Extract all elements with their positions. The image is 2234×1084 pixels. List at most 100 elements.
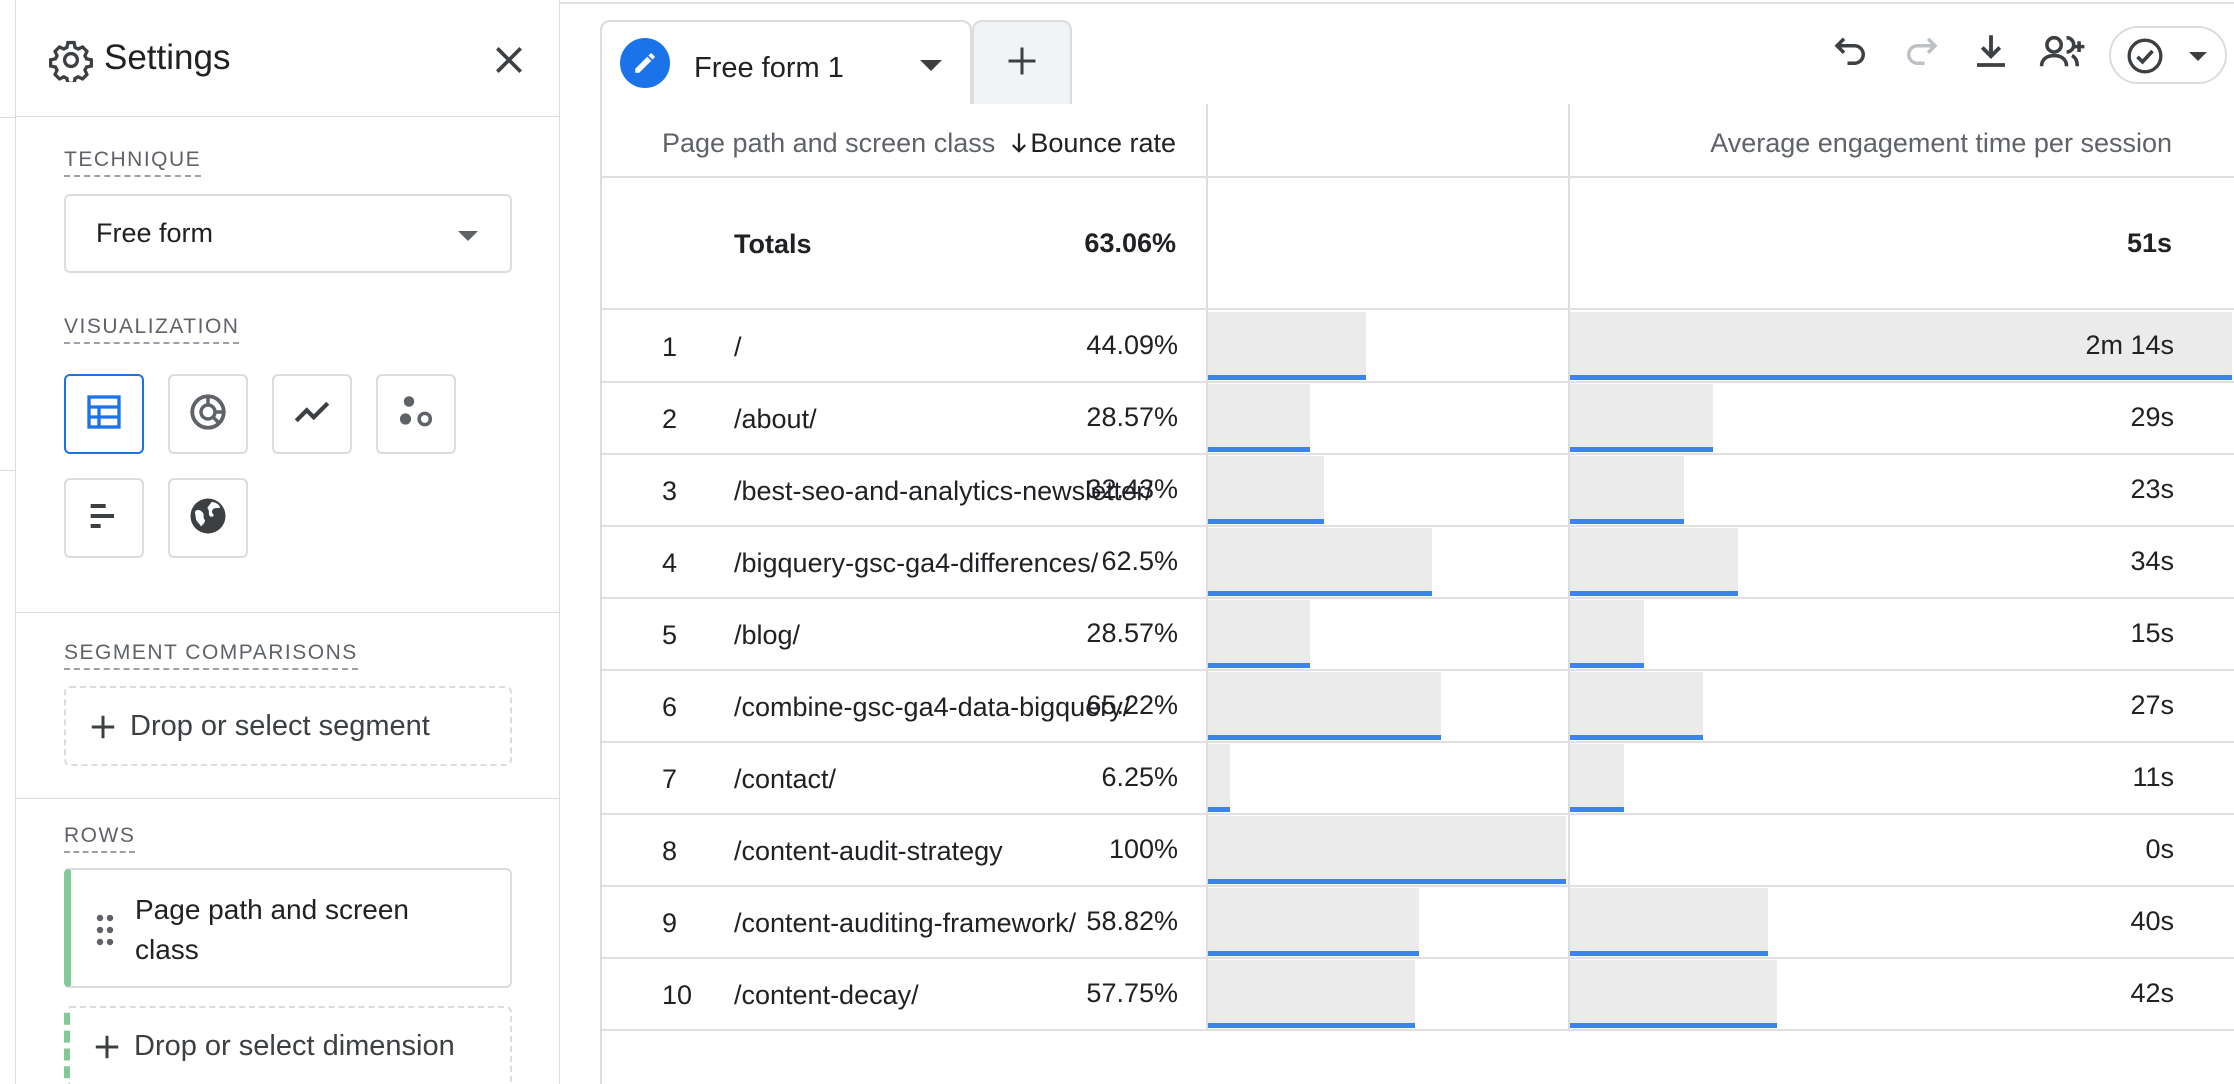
row-engagement-time: 27s — [2130, 690, 2174, 720]
bounce-bar — [1208, 456, 1324, 524]
row-bounce-rate: 6.25% — [1101, 762, 1178, 792]
engagement-bar — [1570, 960, 1777, 1028]
dimension-drop-zone[interactable]: Drop or select dimension — [64, 1006, 512, 1084]
engagement-bar-line — [1570, 663, 1644, 668]
row-bounce-rate: 62.5% — [1101, 546, 1178, 576]
share-user-icon[interactable] — [2038, 30, 2085, 76]
column-header-engagement[interactable]: Average engagement time per session — [1710, 128, 2172, 158]
viz-line-button[interactable] — [272, 374, 352, 454]
row-divider — [602, 957, 2234, 959]
engagement-bar — [1570, 384, 1713, 452]
exploration-canvas: Free form 1 Pa — [560, 0, 2234, 1084]
engagement-bar-line — [1570, 375, 2232, 380]
viz-scatter-button[interactable] — [376, 374, 456, 454]
technique-select[interactable]: Free form — [64, 194, 512, 273]
row-divider — [602, 669, 2234, 671]
row-index: 1 — [662, 332, 678, 362]
table-icon — [84, 392, 124, 437]
plus-icon — [88, 708, 118, 744]
column-header-dimension[interactable]: Page path and screen class — [662, 128, 996, 158]
row-page-path: /bigquery-gsc-ga4-differences/ — [734, 548, 1099, 578]
drag-handle-icon[interactable] — [95, 912, 115, 948]
download-icon[interactable] — [1970, 30, 2016, 76]
table-row[interactable]: 4/bigquery-gsc-ga4-differences/62.5% 34s — [602, 526, 2234, 599]
engagement-bar-line — [1570, 1023, 1777, 1028]
table-row[interactable]: 5/blog/28.57% 15s — [602, 598, 2234, 671]
table-row[interactable]: 10/content-decay/57.75% 42s — [602, 958, 2234, 1031]
engagement-bar-line — [1570, 591, 1738, 596]
table-row[interactable]: 6/combine-gsc-ga4-data-bigquery/65.22% 27… — [602, 670, 2234, 743]
table-row[interactable]: 3/best-seo-and-analytics-newsletter/32.4… — [602, 454, 2234, 527]
rows-label: ROWS — [64, 824, 136, 853]
chevron-down-icon[interactable] — [920, 60, 942, 71]
table-row[interactable]: 1 / 44.09% 2m 14s — [602, 310, 2234, 383]
bounce-bar — [1208, 744, 1230, 812]
check-circle-icon — [2125, 36, 2165, 76]
totals-label: Totals — [734, 229, 812, 259]
row-bounce-rate: 100% — [1108, 834, 1178, 864]
row-engagement-time: 29s — [2130, 402, 2174, 432]
engagement-bar-line — [1570, 519, 1684, 524]
row-dimension-label: Page path and screen class — [135, 894, 409, 965]
visualization-label: VISUALIZATION — [64, 315, 240, 344]
gear-icon — [49, 38, 93, 85]
bounce-bar-line — [1208, 663, 1310, 668]
review-status-button[interactable] — [2109, 26, 2227, 84]
chevron-down-icon — [458, 231, 478, 241]
viz-geo-button[interactable] — [168, 478, 248, 558]
row-engagement-time: 34s — [2130, 546, 2174, 576]
segment-drop-zone[interactable]: Drop or select segment — [64, 686, 512, 766]
viz-donut-button[interactable] — [168, 374, 248, 454]
table-row[interactable]: 7/contact/6.25% 11s — [602, 742, 2234, 815]
row-index: 10 — [662, 980, 693, 1010]
row-index: 4 — [662, 548, 678, 578]
bounce-bar-line — [1208, 735, 1441, 740]
segment-drop-label: Drop or select segment — [130, 710, 430, 742]
bounce-bar-line — [1208, 591, 1432, 596]
settings-panel: Settings TECHNIQUE Free form VISUALIZATI… — [16, 0, 560, 1084]
row-index: 3 — [662, 476, 678, 506]
section-divider — [16, 612, 560, 613]
settings-header: Settings — [16, 0, 560, 117]
row-bounce-rate: 28.57% — [1086, 402, 1178, 432]
left-rail — [0, 0, 16, 1084]
totals-engagement: 51s — [2126, 228, 2172, 258]
arrow-down-icon — [1010, 130, 1028, 161]
row-dimension-chip[interactable]: Page path and screen class — [64, 868, 512, 988]
row-index: 7 — [662, 764, 678, 794]
row-divider — [602, 597, 2234, 599]
row-bounce-rate: 28.57% — [1086, 618, 1178, 648]
bounce-rate-label: Bounce rate — [1030, 128, 1176, 158]
tab-free-form-1[interactable]: Free form 1 — [600, 20, 972, 104]
bounce-bar-line — [1208, 879, 1566, 884]
close-icon[interactable] — [489, 40, 529, 80]
redo-icon[interactable] — [1900, 30, 1946, 76]
pencil-icon — [620, 38, 670, 88]
table-row[interactable]: 8/content-audit-strategy 100% 0s — [602, 814, 2234, 887]
engagement-bar — [1570, 456, 1684, 524]
table-row[interactable]: 2/about/28.57% 29s — [602, 382, 2234, 455]
viz-bar-button[interactable] — [64, 478, 144, 558]
add-tab-button[interactable] — [972, 20, 1072, 104]
row-engagement-time: 40s — [2130, 906, 2174, 936]
row-divider — [602, 1029, 2234, 1031]
row-divider — [602, 885, 2234, 887]
engagement-bar — [1570, 672, 1703, 740]
column-divider — [1206, 104, 1208, 1030]
bounce-bar — [1208, 672, 1441, 740]
row-page-path: /blog/ — [734, 620, 801, 650]
settings-title: Settings — [104, 38, 231, 77]
data-table: Page path and screen class Bounce rate A… — [600, 104, 2234, 1084]
technique-label: TECHNIQUE — [64, 148, 202, 177]
rail-divider — [0, 117, 16, 118]
bounce-bar — [1208, 384, 1310, 452]
bounce-bar-line — [1208, 807, 1230, 812]
technique-value: Free form — [96, 218, 214, 248]
column-header-bounce-rate[interactable]: Bounce rate — [1010, 128, 1176, 161]
bounce-bar-line — [1208, 1023, 1415, 1028]
viz-table-button[interactable] — [64, 374, 144, 454]
row-page-path: /best-seo-and-analytics-newsletter/ — [734, 476, 1153, 506]
undo-icon[interactable] — [1830, 30, 1876, 76]
table-row[interactable]: 9/content-auditing-framework/58.82% 40s — [602, 886, 2234, 959]
row-page-path: /about/ — [734, 404, 817, 434]
